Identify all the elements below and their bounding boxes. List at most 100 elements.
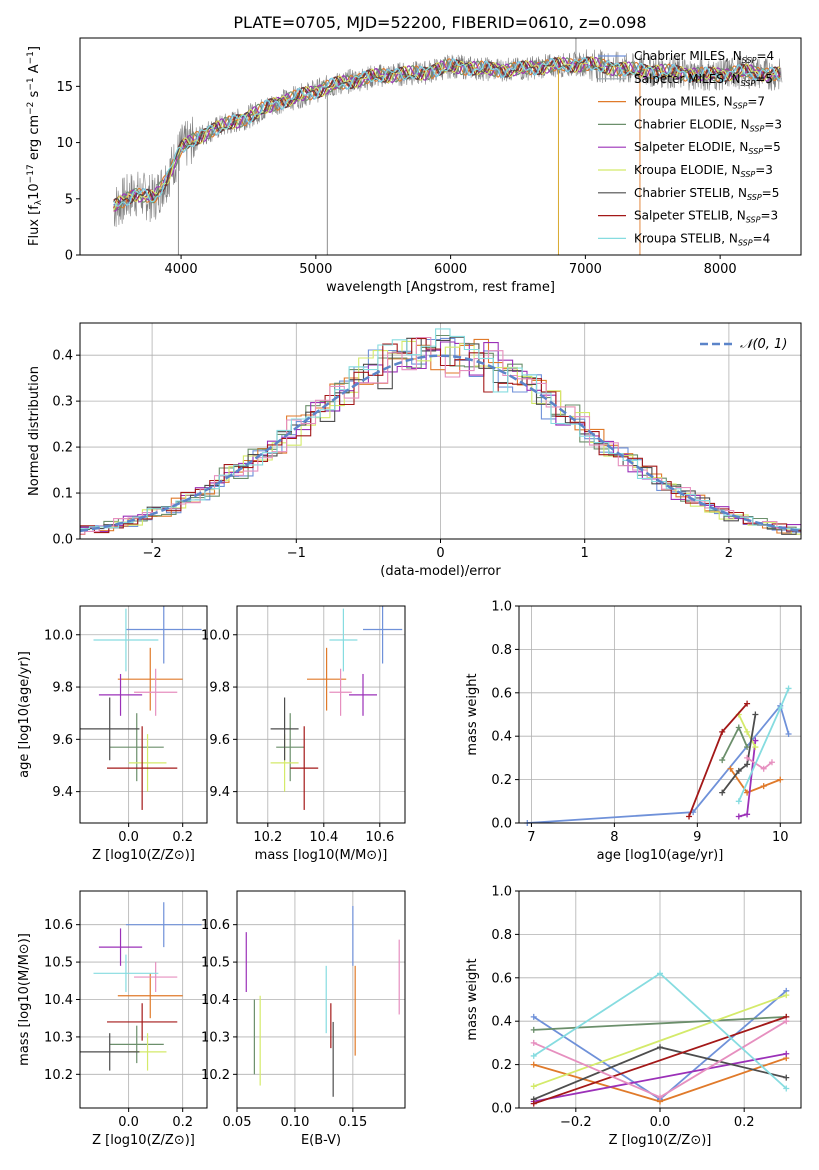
x-tick-label: 1	[581, 546, 589, 561]
histogram-series	[80, 336, 801, 535]
axes-frame	[518, 605, 802, 824]
histogram-series	[80, 338, 801, 535]
data-point-marker	[530, 1083, 537, 1090]
data-point-marker	[530, 1013, 537, 1020]
x-tick-label: −2	[143, 546, 162, 561]
x-tick-label: 9	[693, 830, 701, 845]
data-point-marker	[735, 798, 742, 805]
data-point-marker	[785, 731, 792, 738]
x-tick-label: 0.10	[280, 1115, 309, 1130]
y-tick-label: 0.2	[52, 441, 73, 456]
axes-frame	[79, 322, 802, 540]
x-axis-label: Z [log10(Z/Z⊙)]	[92, 848, 195, 863]
gaussian-reference-curve	[80, 354, 801, 533]
axes-frame	[236, 605, 406, 824]
x-tick-label: 7	[527, 830, 535, 845]
y-tick-label: 9.4	[52, 785, 73, 800]
data-point-marker	[530, 1061, 537, 1068]
x-axis-label: wavelength [Angstrom, rest frame]	[326, 280, 555, 295]
y-tick-label: 15	[56, 80, 73, 95]
y-tick-label: 0.4	[52, 349, 73, 364]
y-axis-label: mass weight	[465, 958, 480, 1040]
y-tick-label: 0.0	[52, 533, 73, 548]
data-point-marker	[760, 765, 767, 772]
data-point-marker	[727, 765, 734, 772]
legend-label: 𝒩(0, 1)	[740, 337, 787, 352]
data-point-marker	[735, 767, 742, 774]
x-tick-label: 0.0	[118, 1115, 139, 1130]
y-tick-label: 9.8	[52, 681, 73, 696]
axes-frame	[236, 890, 406, 1109]
panel-spectrum: 4000 5000 6000 7000 8000 0 5 10 15 wavelength [An…	[26, 37, 802, 295]
panel-age-vs-Z: 0.0 0.2 9.4 9.6 9.8 10.0 Z [log10(Z/Z⊙)] age [l…	[17, 605, 208, 863]
y-axis-label: Normed distribution	[27, 366, 42, 496]
data-point-marker	[783, 1050, 790, 1057]
mass-weight-line	[527, 703, 790, 823]
mass-weight-line	[729, 768, 781, 794]
axes-frame	[79, 37, 802, 256]
x-tick-label: 10.6	[365, 830, 394, 845]
data-point-marker	[752, 744, 759, 751]
x-tick-label: 0	[436, 546, 444, 561]
x-tick-label: 0.2	[172, 1115, 193, 1130]
legend-label: Chabrier ELODIE, NSSP=3	[634, 117, 782, 133]
mass-weight-line	[721, 714, 757, 794]
panel-mass-weight-vs-Z: −0.2 0.0 0.2 0.0 0.2 0.4 0.6 0.8 1.0 Z [log10(Z/Z…	[465, 885, 802, 1148]
y-tick-label: 10.5	[201, 956, 230, 971]
y-tick-label: 1.0	[491, 600, 512, 615]
y-axis-label: mass weight	[465, 673, 480, 755]
y-tick-label: 10.0	[201, 628, 230, 643]
y-tick-label: 10.2	[201, 1068, 230, 1083]
y-tick-label: 10	[56, 136, 73, 151]
data-point-marker	[744, 728, 751, 735]
data-point-marker	[530, 1026, 537, 1033]
x-tick-label: 8000	[704, 262, 737, 277]
model-fit-line	[113, 56, 781, 204]
y-axis-label: mass [log10(M/M⊙)]	[17, 933, 32, 1066]
x-tick-label: 0.15	[338, 1115, 367, 1130]
y-tick-label: 0.6	[491, 971, 512, 986]
y-tick-label: 0.2	[491, 773, 512, 788]
legend-label: Salpeter ELODIE, NSSP=5	[634, 140, 781, 156]
data-point-marker	[783, 992, 790, 999]
data-point-marker	[752, 737, 759, 744]
panel-mass-vs-EBV: 0.05 0.10 0.15 10.2 10.3 10.4 10.5 10.6 E(B-V)	[201, 890, 406, 1148]
x-axis-label: E(B-V)	[301, 1133, 341, 1148]
data-point-marker	[735, 724, 742, 731]
panel-residual-histogram: −2 −1 0 1 2 0.0 0.1 0.2 0.3 0.4 (data-model)/error…	[27, 322, 802, 579]
x-tick-label: 8	[610, 830, 618, 845]
y-axis-label: age [log10(age/yr)]	[17, 651, 32, 778]
x-tick-label: 10.2	[253, 830, 282, 845]
data-point-marker	[785, 685, 792, 692]
panel-mass-vs-Z: 0.0 0.2 10.2 10.3 10.4 10.5 10.6 Z [log10(Z/Z⊙)…	[17, 890, 208, 1148]
mass-weight-line	[533, 1052, 787, 1103]
data-point-marker	[530, 1039, 537, 1046]
legend-label: Salpeter MILES, NSSP=5	[634, 72, 773, 88]
x-tick-label: 0.2	[734, 1115, 755, 1130]
y-tick-label: 10.3	[44, 1030, 73, 1045]
y-tick-label: 10.4	[44, 993, 73, 1008]
data-point-marker	[783, 1074, 790, 1081]
x-tick-label: −1	[287, 546, 306, 561]
y-axis-label: Flux [fλ10−17 erg cm−2 s−1 A−1]	[26, 46, 44, 246]
data-point-marker	[657, 1094, 663, 1101]
y-tick-label: 0.8	[491, 928, 512, 943]
x-tick-label: −0.2	[560, 1115, 592, 1130]
y-tick-label: 0.1	[52, 487, 73, 502]
x-axis-label: Z [log10(Z/Z⊙)]	[609, 1133, 712, 1148]
y-tick-label: 9.6	[52, 733, 73, 748]
y-tick-label: 0.2	[491, 1058, 512, 1073]
y-tick-label: 0.3	[52, 395, 73, 410]
y-tick-label: 10.5	[44, 956, 73, 971]
x-axis-label: mass [log10(M/M⊙)]	[255, 848, 388, 863]
data-point-marker	[768, 759, 775, 766]
x-tick-label: 2	[725, 546, 733, 561]
y-tick-label: 10.4	[201, 993, 230, 1008]
y-tick-label: 9.6	[209, 733, 230, 748]
x-tick-label: 6000	[434, 262, 467, 277]
data-point-marker	[783, 1018, 790, 1025]
data-point-marker	[719, 757, 726, 764]
data-point-marker	[530, 1052, 537, 1059]
x-tick-label: 0.0	[650, 1115, 671, 1130]
